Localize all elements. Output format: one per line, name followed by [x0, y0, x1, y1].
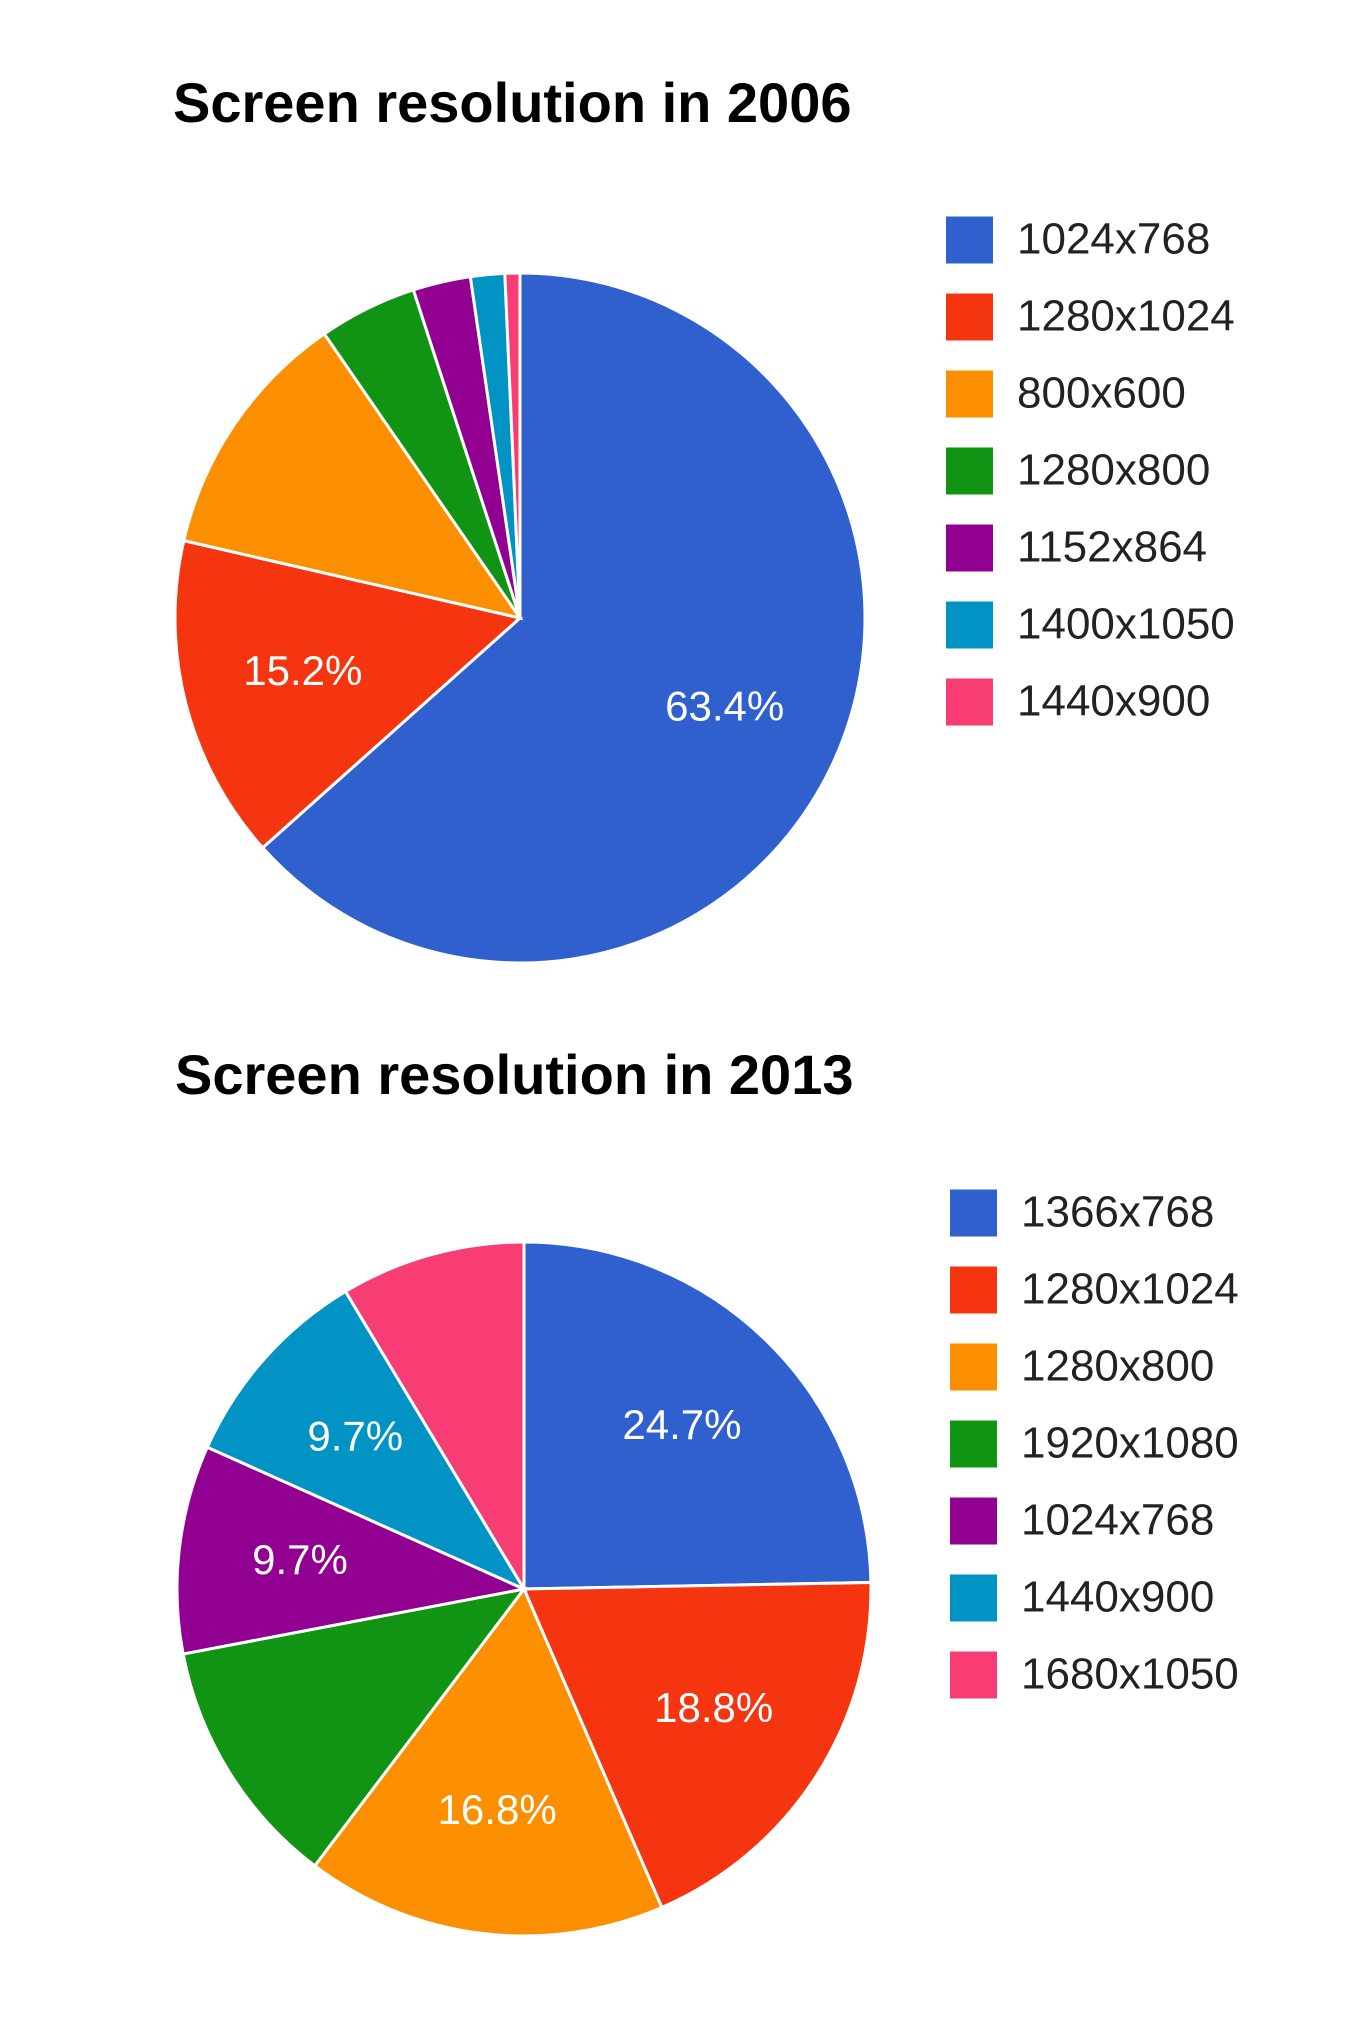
chart: Screen resolution in 2013 24.7% 1366x768 18…	[175, 1043, 1239, 1938]
pie-slice	[521, 1580, 873, 1910]
legend-swatch	[950, 1343, 997, 1391]
legend-swatch	[946, 601, 993, 649]
legend-text: 1366x768	[1021, 1188, 1214, 1237]
legend-swatch	[950, 1189, 997, 1237]
slice-label: 16.8%	[438, 1786, 557, 1833]
legend-text: 1024x768	[1017, 215, 1210, 264]
pie-slice	[260, 271, 867, 965]
chart: Screen resolution in 2006 63.4% 1024x768 15…	[173, 71, 1235, 965]
slice-label: 9.7%	[252, 1536, 348, 1583]
pie-slice	[522, 1240, 873, 1591]
slice-label: 9.7%	[307, 1412, 403, 1459]
legend-text: 1152x864	[1017, 523, 1207, 572]
pie-slice	[343, 1240, 526, 1595]
legend-swatch	[950, 1574, 997, 1622]
pie-slice	[181, 1586, 528, 1868]
legend-text: 1280x800	[1021, 1342, 1214, 1391]
legend-text: 1280x1024	[1017, 292, 1235, 341]
slice-label: 15.2%	[243, 647, 362, 694]
legend-swatch	[946, 216, 993, 264]
pie-slice	[312, 1586, 664, 1938]
legend-swatch	[950, 1266, 997, 1314]
pie-slice	[173, 538, 524, 850]
legend-text: 1440x900	[1017, 677, 1210, 726]
legend-text: 800x600	[1017, 369, 1186, 418]
legend-text: 1280x800	[1017, 446, 1210, 495]
pie-slice	[205, 1289, 528, 1593]
legend-swatch	[946, 447, 993, 495]
legend-swatch	[946, 524, 993, 572]
legend-text: 1400x1050	[1017, 600, 1235, 649]
legend-swatch	[946, 678, 993, 726]
legend-text: 1680x1050	[1021, 1650, 1239, 1699]
slice-label: 24.7%	[622, 1401, 741, 1448]
legend-swatch	[946, 370, 993, 418]
slice-label: 18.8%	[654, 1684, 773, 1731]
legend-text: 1024x768	[1021, 1496, 1214, 1545]
legend-text: 1280x1024	[1021, 1265, 1239, 1314]
legend-text: 1440x900	[1021, 1573, 1214, 1622]
legend-swatch	[950, 1420, 997, 1468]
legend-text: 1920x1080	[1021, 1419, 1239, 1468]
pie-slice	[503, 271, 522, 619]
chart-title: Screen resolution in 2013	[175, 1043, 853, 1106]
legend-swatch	[950, 1497, 997, 1545]
legend-swatch	[950, 1651, 997, 1699]
pie-slice	[181, 331, 524, 621]
slice-label: 63.4%	[665, 683, 784, 730]
legend-swatch	[946, 293, 993, 341]
pie-slice	[175, 1445, 529, 1656]
chart-title: Screen resolution in 2006	[173, 71, 851, 134]
